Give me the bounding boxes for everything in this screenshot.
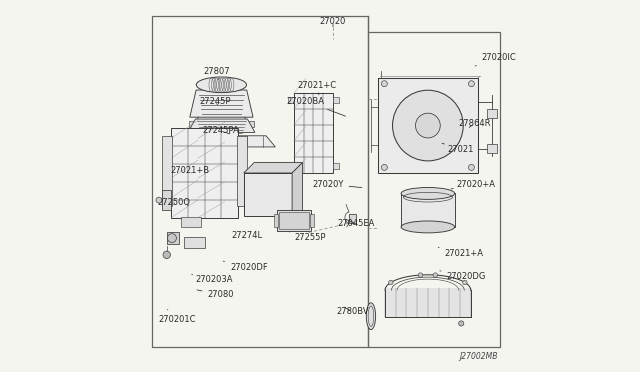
- FancyBboxPatch shape: [162, 136, 172, 206]
- FancyBboxPatch shape: [289, 97, 294, 103]
- FancyBboxPatch shape: [168, 232, 179, 244]
- Text: 27020: 27020: [320, 17, 346, 27]
- Text: 27255P: 27255P: [289, 232, 326, 242]
- Circle shape: [168, 234, 177, 243]
- Circle shape: [392, 90, 463, 161]
- Text: 27020DF: 27020DF: [223, 261, 268, 272]
- FancyBboxPatch shape: [488, 109, 497, 118]
- FancyBboxPatch shape: [378, 78, 478, 173]
- Text: 27080: 27080: [197, 290, 234, 299]
- FancyBboxPatch shape: [181, 217, 202, 227]
- Text: 27020DG: 27020DG: [440, 271, 486, 280]
- Text: 27020+A: 27020+A: [451, 180, 495, 189]
- Circle shape: [381, 164, 387, 170]
- Text: 27045EA: 27045EA: [338, 219, 375, 228]
- Circle shape: [381, 81, 387, 87]
- Text: 27021+C: 27021+C: [298, 81, 337, 95]
- FancyBboxPatch shape: [244, 173, 292, 216]
- Text: J27002MB: J27002MB: [460, 352, 498, 361]
- FancyBboxPatch shape: [237, 136, 248, 206]
- Circle shape: [459, 321, 464, 326]
- Circle shape: [463, 280, 467, 285]
- Circle shape: [388, 280, 393, 285]
- Ellipse shape: [366, 303, 376, 330]
- FancyBboxPatch shape: [333, 97, 339, 103]
- Text: 27807: 27807: [203, 67, 230, 80]
- Text: 27021+B: 27021+B: [170, 166, 209, 175]
- Circle shape: [418, 273, 422, 277]
- Ellipse shape: [401, 187, 454, 199]
- FancyBboxPatch shape: [184, 237, 205, 248]
- Text: 27021: 27021: [442, 143, 474, 154]
- FancyBboxPatch shape: [310, 214, 314, 227]
- FancyBboxPatch shape: [294, 93, 333, 173]
- Text: 270203A: 270203A: [191, 275, 233, 284]
- Circle shape: [163, 251, 170, 259]
- FancyBboxPatch shape: [277, 210, 310, 231]
- Polygon shape: [292, 163, 303, 216]
- FancyBboxPatch shape: [349, 214, 356, 223]
- Polygon shape: [244, 163, 303, 173]
- Circle shape: [468, 81, 474, 87]
- FancyBboxPatch shape: [385, 288, 470, 317]
- Text: 27245P: 27245P: [200, 97, 231, 106]
- FancyBboxPatch shape: [289, 163, 294, 169]
- Polygon shape: [188, 119, 255, 132]
- Circle shape: [468, 164, 474, 170]
- FancyBboxPatch shape: [172, 128, 238, 218]
- Text: 27250Q: 27250Q: [157, 198, 191, 207]
- FancyBboxPatch shape: [273, 214, 278, 227]
- FancyBboxPatch shape: [162, 190, 172, 210]
- Text: 27020IC: 27020IC: [475, 53, 516, 66]
- Polygon shape: [191, 136, 275, 147]
- Circle shape: [156, 197, 162, 203]
- Text: 27020BA: 27020BA: [287, 97, 346, 116]
- Circle shape: [415, 113, 440, 138]
- FancyBboxPatch shape: [189, 121, 196, 127]
- Ellipse shape: [196, 77, 246, 93]
- Text: 27274L: 27274L: [232, 231, 262, 240]
- Text: 270201C: 270201C: [158, 310, 196, 324]
- Text: 27245PA: 27245PA: [202, 126, 239, 135]
- FancyBboxPatch shape: [279, 212, 309, 229]
- FancyBboxPatch shape: [488, 144, 497, 153]
- Text: 27021+A: 27021+A: [438, 247, 484, 258]
- Text: 27864R: 27864R: [458, 119, 491, 128]
- FancyBboxPatch shape: [401, 193, 454, 227]
- FancyBboxPatch shape: [246, 121, 254, 127]
- Ellipse shape: [401, 221, 454, 233]
- Circle shape: [433, 273, 438, 277]
- Text: 27020Y: 27020Y: [312, 180, 362, 189]
- FancyBboxPatch shape: [333, 163, 339, 169]
- Text: 2780BV: 2780BV: [337, 307, 369, 316]
- Polygon shape: [190, 90, 253, 117]
